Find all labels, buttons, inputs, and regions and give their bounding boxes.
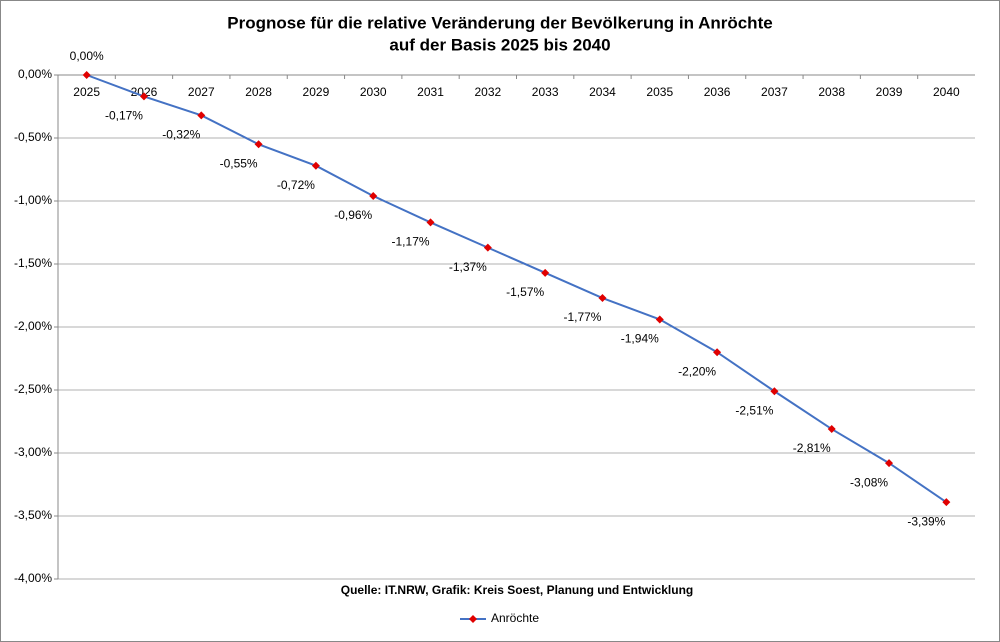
x-tick-label: 2027	[188, 85, 215, 99]
source-note: Quelle: IT.NRW, Grafik: Kreis Soest, Pla…	[341, 583, 694, 597]
data-label: 0,00%	[70, 49, 104, 63]
x-tick-label: 2031	[417, 85, 444, 99]
data-label: -1,17%	[392, 235, 430, 249]
x-tick-label: 2038	[818, 85, 845, 99]
data-point	[770, 387, 779, 396]
data-label: -1,37%	[449, 260, 487, 274]
data-label: -3,08%	[850, 475, 888, 489]
data-label: -2,81%	[793, 441, 831, 455]
y-tick-label: -1,00%	[14, 193, 52, 207]
data-point	[541, 268, 550, 277]
x-tick-label: 2028	[245, 85, 272, 99]
chart-title: Prognose für die relative Veränderung de…	[227, 13, 772, 32]
data-point	[827, 425, 836, 434]
data-point	[139, 92, 148, 101]
data-label: -1,57%	[506, 285, 544, 299]
data-label: -1,94%	[621, 332, 659, 346]
x-tick-label: 2034	[589, 85, 616, 99]
data-label: -2,20%	[678, 364, 716, 378]
data-point	[426, 218, 435, 227]
data-point	[369, 191, 378, 200]
data-label: -0,17%	[105, 109, 143, 123]
x-tick-label: 2040	[933, 85, 960, 99]
chart-title: auf der Basis 2025 bis 2040	[389, 35, 610, 54]
y-tick-label: -0,50%	[14, 130, 52, 144]
data-point	[598, 294, 607, 303]
data-point	[197, 111, 206, 120]
data-point	[713, 348, 722, 357]
data-label: -0,72%	[277, 178, 315, 192]
y-tick-label: -3,50%	[14, 508, 52, 522]
data-point	[885, 459, 894, 468]
y-tick-label: 0,00%	[18, 67, 52, 81]
x-tick-label: 2035	[646, 85, 673, 99]
y-tick-label: -1,50%	[14, 256, 52, 270]
data-point	[311, 161, 320, 170]
x-tick-label: 2033	[532, 85, 559, 99]
data-label: -3,39%	[907, 514, 945, 528]
x-tick-label: 2026	[131, 85, 158, 99]
x-tick-label: 2036	[704, 85, 731, 99]
y-tick-label: -2,00%	[14, 319, 52, 333]
y-tick-label: -2,50%	[14, 382, 52, 396]
x-tick-label: 2039	[876, 85, 903, 99]
x-tick-label: 2037	[761, 85, 788, 99]
x-tick-label: 2025	[73, 85, 100, 99]
x-tick-label: 2030	[360, 85, 387, 99]
x-tick-label: 2032	[474, 85, 501, 99]
data-label: -0,96%	[334, 208, 372, 222]
data-label: -1,77%	[563, 310, 601, 324]
data-point	[254, 140, 263, 149]
x-tick-label: 2029	[303, 85, 330, 99]
series-line	[86, 74, 947, 503]
data-label: -2,51%	[735, 403, 773, 417]
legend-label: Anröchte	[491, 611, 539, 625]
data-label: -0,55%	[220, 156, 258, 170]
y-tick-label: -3,00%	[14, 445, 52, 459]
y-tick-label: -4,00%	[14, 571, 52, 585]
data-point	[82, 71, 91, 79]
data-label: -0,32%	[162, 127, 200, 141]
data-point	[655, 315, 664, 324]
legend-marker	[469, 615, 477, 623]
data-point	[483, 243, 492, 252]
data-point	[942, 498, 951, 507]
